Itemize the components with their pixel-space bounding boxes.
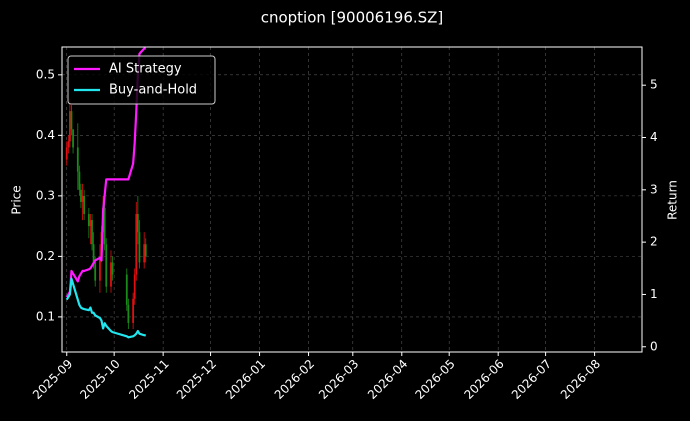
y2-tick-label: 3 <box>650 182 658 196</box>
y-tick-label: 0.3 <box>36 188 55 202</box>
y-tick-label: 0.2 <box>36 249 55 263</box>
candle-body <box>78 171 81 190</box>
grid <box>62 47 642 352</box>
legend-label: AI Strategy <box>109 62 182 77</box>
candle-body <box>132 298 135 323</box>
y2-tick-label: 1 <box>650 287 658 301</box>
chart-title: cnoption [90006196.SZ] <box>261 9 444 27</box>
line-series <box>65 277 146 339</box>
legend-label: Buy-and-Hold <box>109 83 197 98</box>
candle-body <box>94 262 97 281</box>
candle-body <box>103 207 106 245</box>
y-tick-label: 0.1 <box>36 309 55 323</box>
y2-tick-label: 0 <box>650 339 658 353</box>
y-axis-label: Price <box>10 185 24 214</box>
legend: AI Strategy Buy-and-Hold <box>67 55 216 105</box>
candle-body <box>99 256 101 281</box>
candle-body <box>127 304 130 323</box>
y-tick-label: 0.5 <box>36 67 55 81</box>
y-tick-label: 0.4 <box>36 128 55 142</box>
candle-body <box>83 195 86 215</box>
candle-body <box>87 214 90 227</box>
candle-body <box>138 232 141 263</box>
candle-body <box>136 214 139 233</box>
candle-body <box>80 189 82 202</box>
candle-body <box>81 195 84 202</box>
y2-tick-label: 4 <box>650 130 658 144</box>
line-series <box>65 47 146 298</box>
candle-body <box>125 274 128 305</box>
y2-tick-label: 5 <box>650 78 658 92</box>
candle-body <box>135 214 138 275</box>
candle-body <box>143 244 146 263</box>
plot-marks <box>65 47 147 339</box>
candle-body <box>91 220 93 245</box>
candle-body <box>72 129 74 148</box>
candle-body <box>105 244 108 287</box>
candle-body <box>69 111 71 142</box>
candle-body <box>110 262 112 287</box>
candle-body <box>133 274 136 299</box>
candle-body <box>111 262 114 275</box>
candle-body <box>65 147 68 160</box>
candle-body <box>144 244 147 257</box>
candle-body <box>92 244 95 263</box>
y2-tick-label: 2 <box>650 235 658 249</box>
candle-body <box>76 147 79 172</box>
candle-body <box>67 141 70 148</box>
y2-axis-label: Return <box>666 180 680 220</box>
candle-body <box>70 111 73 130</box>
legend-box <box>67 55 216 105</box>
candle-body <box>89 220 92 227</box>
plot-frame <box>61 46 643 353</box>
